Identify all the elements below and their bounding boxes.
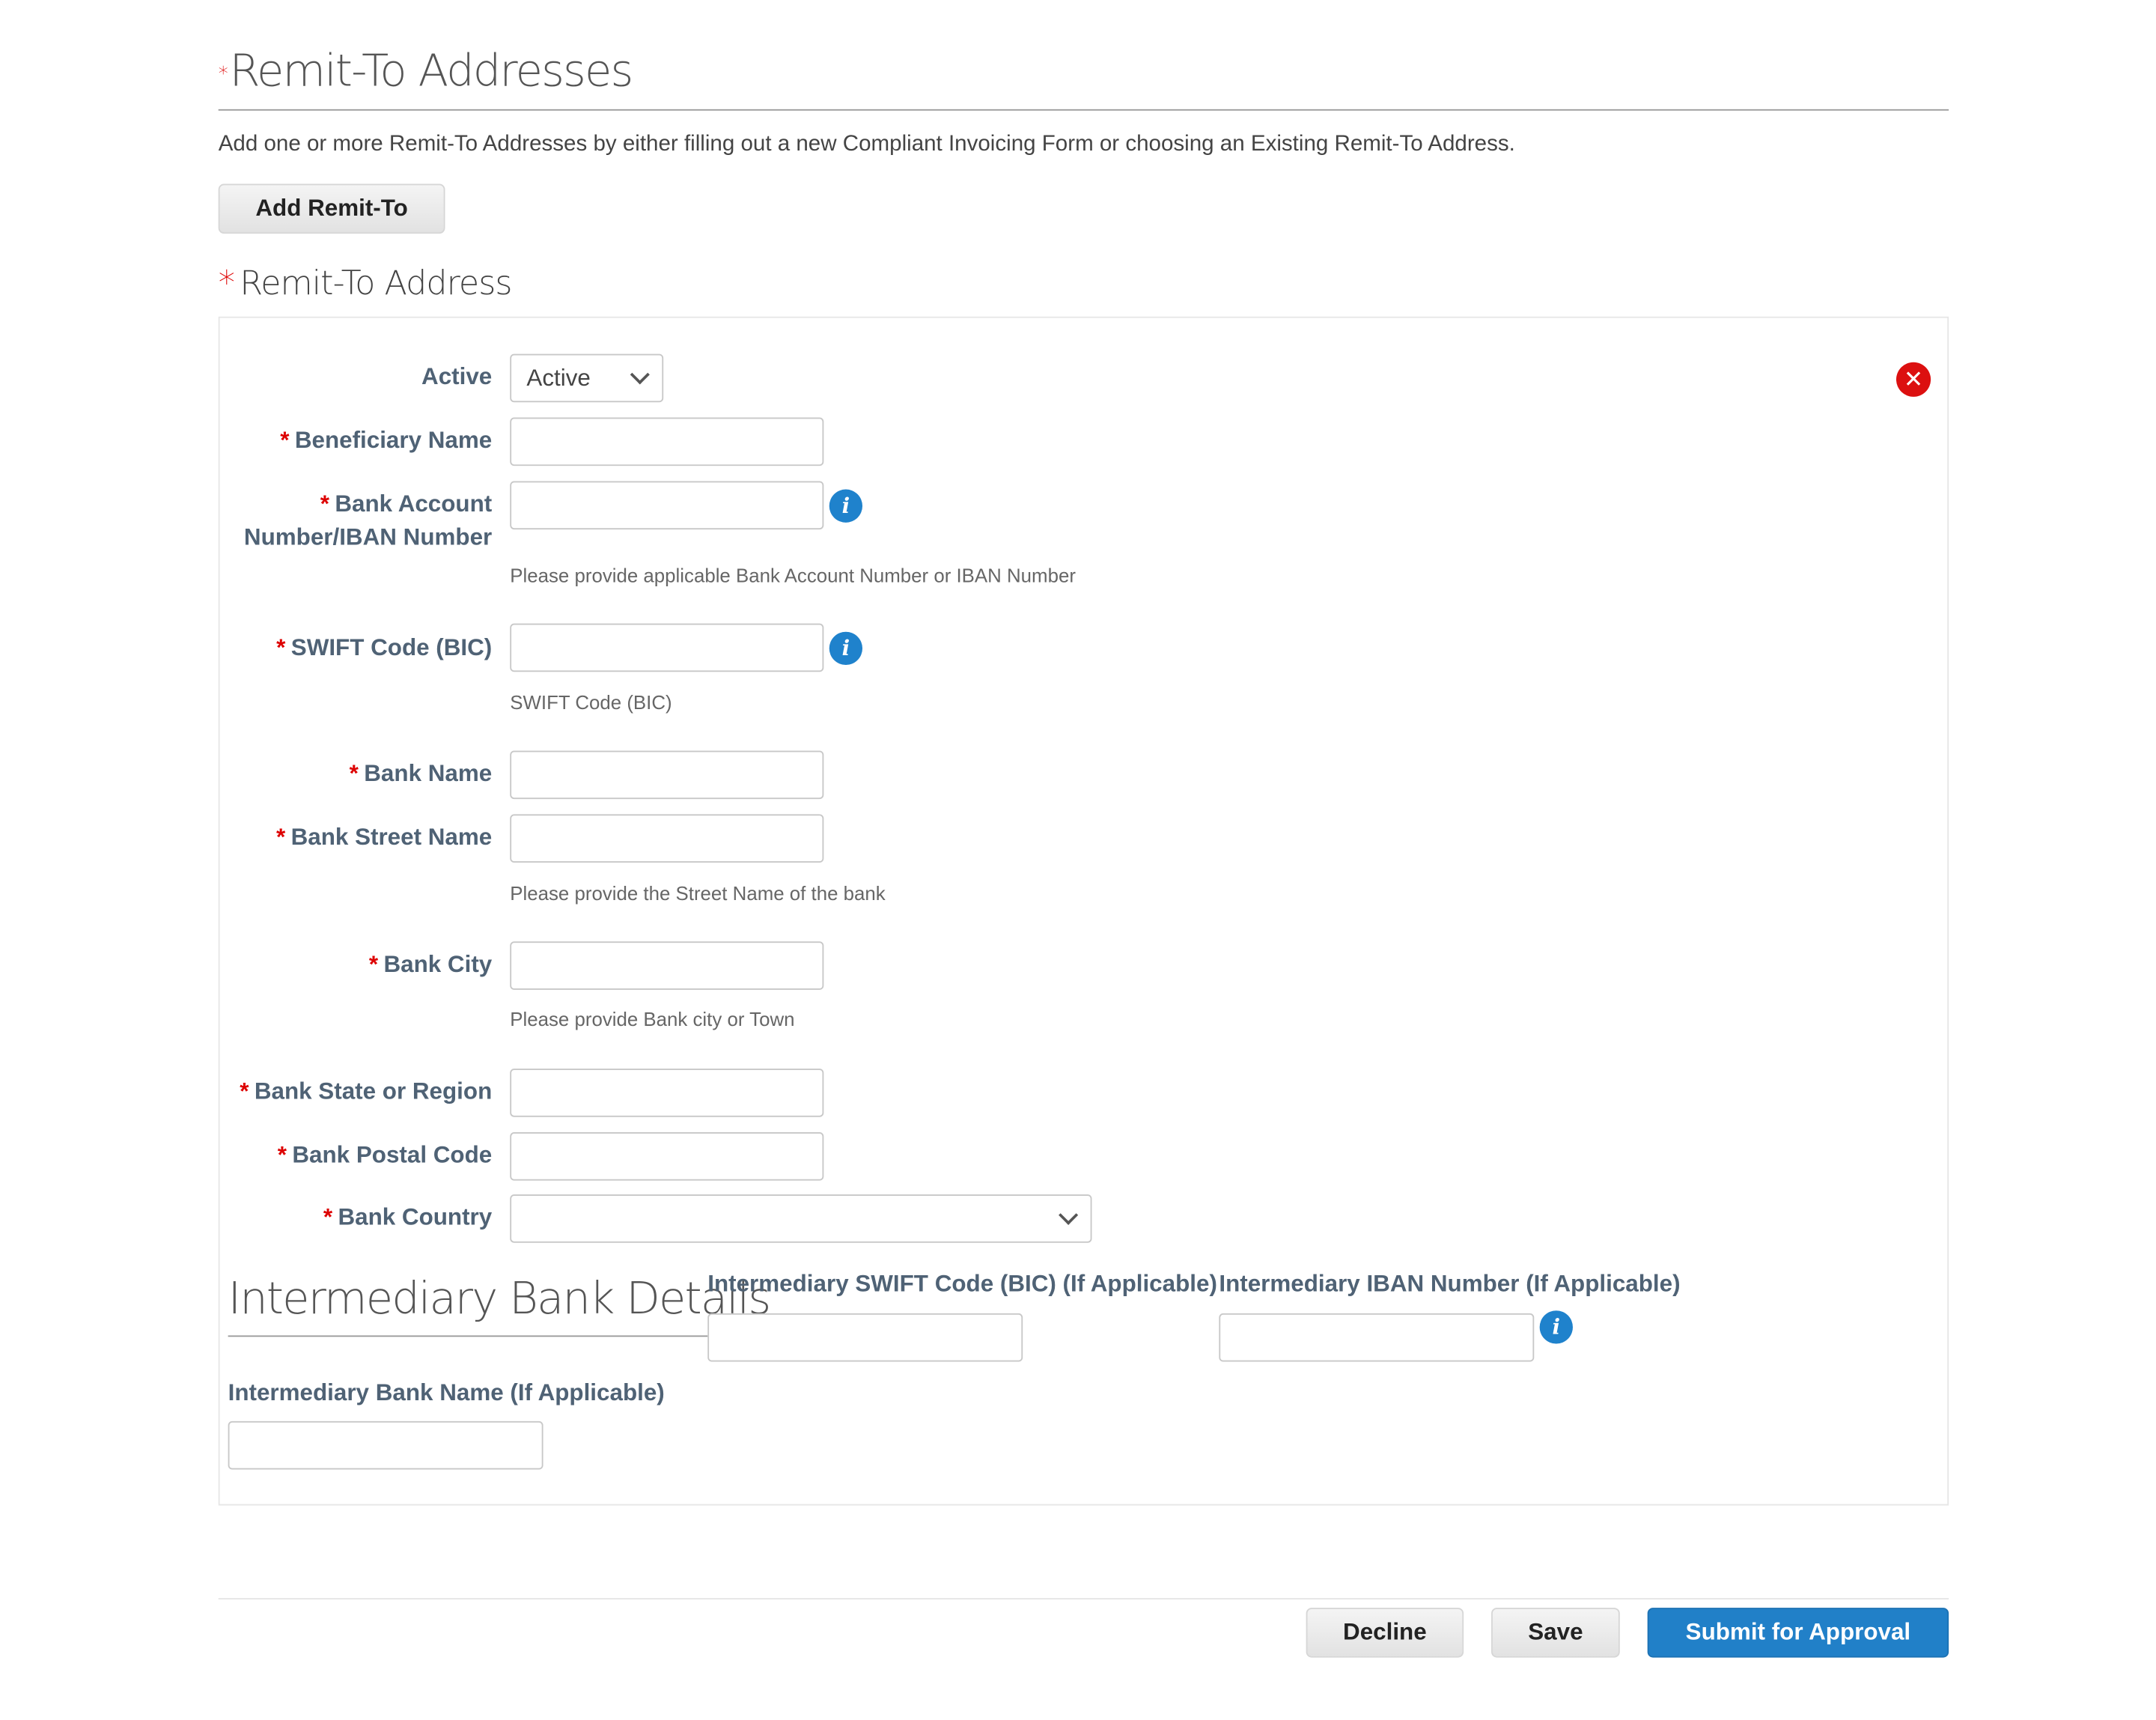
bank-state-input[interactable] (510, 1069, 824, 1117)
intermediary-swift-input[interactable] (707, 1313, 1023, 1362)
bank-postal-input[interactable] (510, 1132, 824, 1181)
section-title: * Remit-To Address (218, 264, 513, 303)
remove-address-button[interactable]: ✕ (1895, 362, 1931, 397)
bank-account-label: * Bank Account Number/IBAN Number (243, 490, 493, 550)
bank-country-select[interactable] (510, 1194, 1092, 1243)
bank-city-hint: Please provide Bank city or Town (510, 1007, 795, 1030)
decline-button[interactable]: Decline (1306, 1608, 1464, 1658)
chevron-down-icon (630, 365, 650, 385)
intermediary-title: Intermediary Bank Details (228, 1271, 771, 1325)
bank-street-label: * Bank Street Name (275, 824, 493, 851)
page-title: * Remit-To Addresses (218, 44, 634, 97)
remit-to-address-panel (218, 316, 1949, 1506)
intermediary-iban-input[interactable] (1219, 1313, 1535, 1362)
bank-state-label: * Bank State or Region (240, 1078, 493, 1105)
swift-hint: SWIFT Code (BIC) (510, 691, 672, 714)
swift-label: * SWIFT Code (BIC) (276, 634, 493, 661)
bank-account-hint: Please provide applicable Bank Account N… (510, 564, 1076, 586)
save-button[interactable]: Save (1491, 1608, 1620, 1658)
divider (218, 109, 1949, 111)
divider (228, 1335, 708, 1337)
bank-account-input[interactable] (510, 481, 824, 530)
bank-postal-label: * Bank Postal Code (277, 1141, 493, 1169)
beneficiary-name-input[interactable] (510, 417, 824, 467)
add-remit-to-button[interactable]: Add Remit-To (218, 183, 445, 234)
beneficiary-name-label: * Beneficiary Name (280, 427, 493, 454)
intermediary-swift-label: Intermediary SWIFT Code (BIC) (If Applic… (707, 1270, 1217, 1297)
swift-input[interactable] (510, 623, 824, 672)
bank-name-input[interactable] (510, 750, 824, 800)
active-select[interactable]: Active (510, 353, 664, 403)
bank-street-hint: Please provide the Street Name of the ba… (510, 881, 886, 905)
intermediary-iban-label: Intermediary IBAN Number (If Applicable) (1219, 1270, 1681, 1297)
info-icon[interactable]: i (829, 489, 863, 523)
description: Add one or more Remit-To Addresses by ei… (218, 133, 1515, 156)
intermediary-name-label: Intermediary Bank Name (If Applicable) (228, 1379, 665, 1406)
active-label: Active (421, 363, 493, 390)
bank-street-input[interactable] (510, 814, 824, 863)
submit-for-approval-button[interactable]: Submit for Approval (1647, 1608, 1949, 1658)
info-icon[interactable]: i (829, 631, 863, 666)
bank-city-label: * Bank City (368, 951, 493, 978)
bank-country-label: * Bank Country (323, 1204, 493, 1231)
divider (218, 1598, 1949, 1600)
bank-city-input[interactable] (510, 941, 824, 990)
bank-name-label: * Bank Name (349, 760, 493, 787)
close-icon: ✕ (1903, 365, 1924, 394)
info-icon[interactable]: i (1539, 1310, 1573, 1344)
chevron-down-icon (1059, 1205, 1079, 1225)
intermediary-name-input[interactable] (228, 1420, 543, 1470)
